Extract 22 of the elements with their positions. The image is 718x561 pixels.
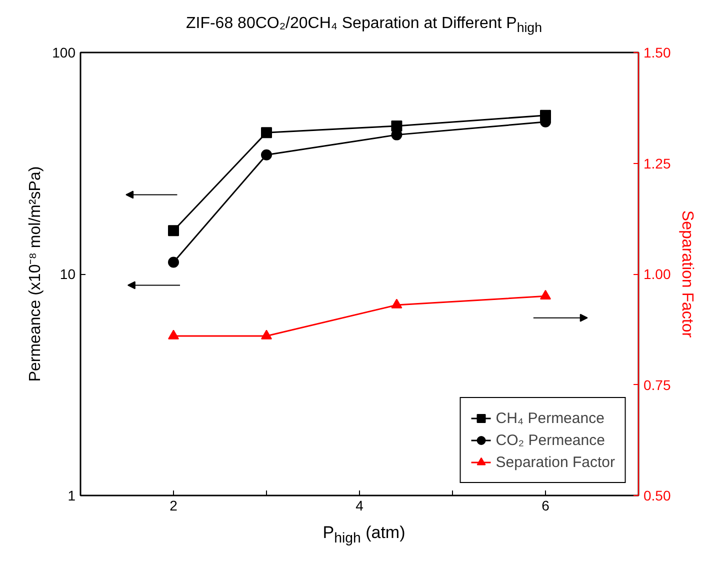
y2-tick-label: 1.00: [644, 266, 671, 282]
x-tick-label: 6: [542, 498, 550, 514]
y2-axis-title: Separation Factor: [678, 210, 696, 338]
point: [261, 149, 272, 160]
x-tick-label: 2: [170, 498, 178, 514]
x-axis-title: P$_{high}$ (atm): [322, 522, 406, 548]
y-axis-title: Permeance (x10⁻⁸ mol/m²sPa): [27, 166, 44, 382]
point: [168, 225, 179, 236]
legend-label: CH₄ Permeance: [496, 410, 604, 426]
legend-label: CO₂ Permeance: [496, 432, 605, 448]
y-tick-label: 100: [52, 44, 76, 60]
y2-tick-label: 0.50: [644, 488, 671, 504]
legend-label: Separation Factor: [496, 454, 615, 470]
point: [168, 256, 179, 268]
x-tick-label: 4: [356, 498, 364, 514]
y2-tick-label: 0.75: [644, 376, 671, 393]
y2-tick-label: 1.50: [644, 44, 671, 60]
y2-tick-label: 1.25: [644, 155, 671, 172]
y-tick-label: 10: [60, 266, 76, 282]
point: [261, 127, 272, 138]
y-tick-label: 1: [68, 488, 76, 504]
chart-title: ZIF-68 80CO₂/20CH₄ Separation at Different P$_{high}$: [186, 14, 542, 38]
